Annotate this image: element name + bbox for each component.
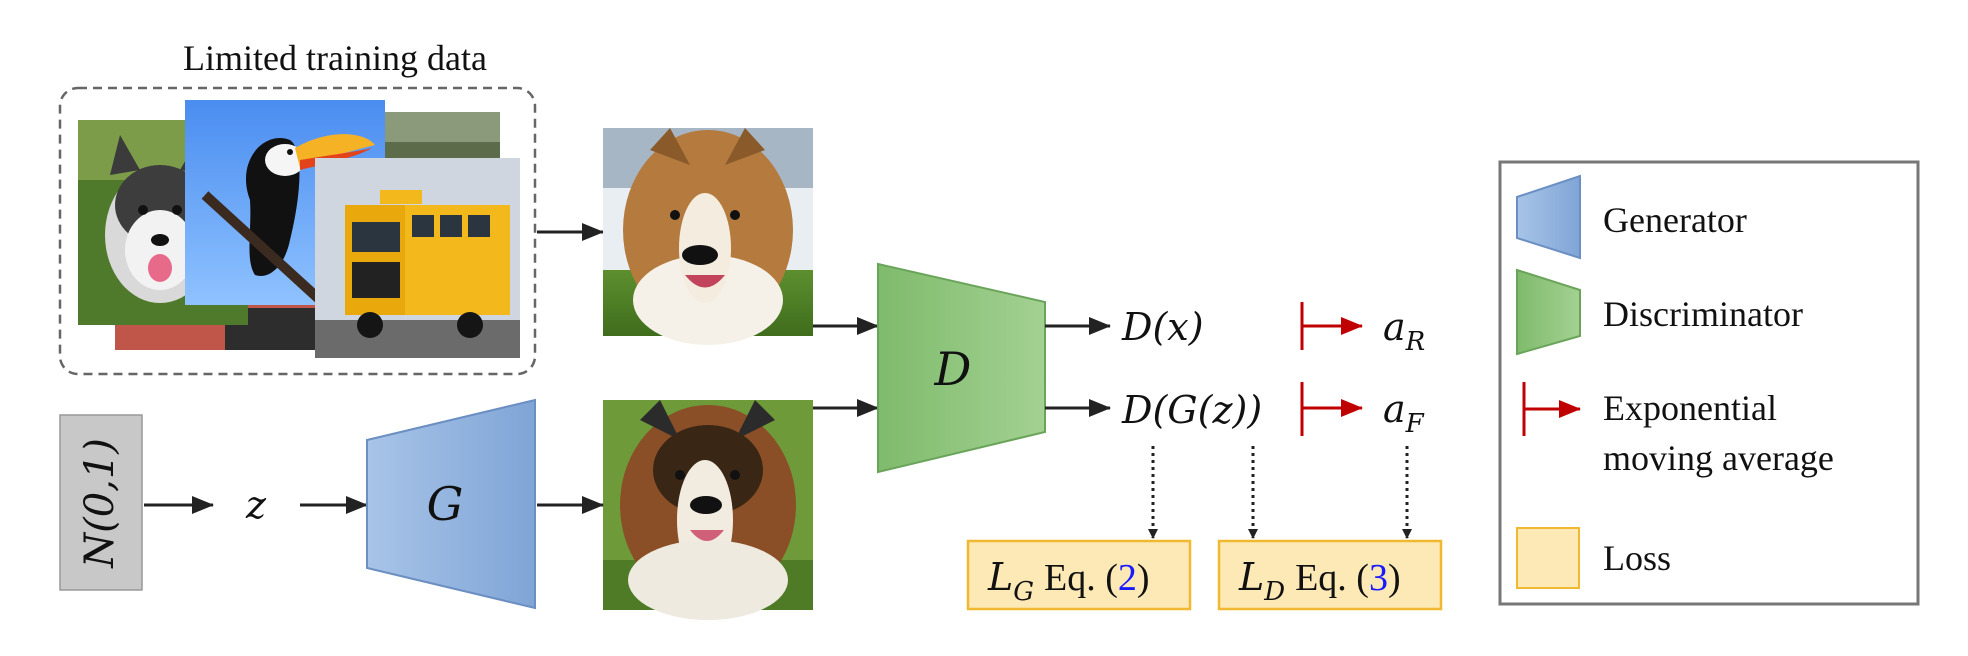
legend-generator-swatch xyxy=(1516,174,1581,260)
training-data-box xyxy=(58,86,537,376)
legend-loss-label: Loss xyxy=(1603,538,1671,578)
legend-ema-swatch xyxy=(1522,382,1581,436)
d-fake-output-label: D(G(z)) xyxy=(1121,388,1262,432)
discriminator-loss-box xyxy=(1217,539,1443,611)
legend-discriminator-label: Discriminator xyxy=(1603,294,1803,334)
school-bus-photo xyxy=(315,158,520,358)
legend-ema-label-line2: moving average xyxy=(1603,438,1834,478)
training-data-title: Limited training data xyxy=(183,38,487,78)
ema-real-symbol xyxy=(1300,302,1363,350)
ema-fake-symbol xyxy=(1300,382,1363,436)
discriminator-loss-label: LD Eq. (3) xyxy=(1238,555,1401,607)
collie-real-photo xyxy=(603,128,813,345)
collie-generated-photo xyxy=(603,400,813,620)
discriminator-block xyxy=(877,262,1046,474)
latent-z-label: z xyxy=(245,483,267,527)
training-thumbnails xyxy=(78,100,520,358)
ema-real-label: aR xyxy=(1383,305,1425,357)
discriminator-label: D xyxy=(934,342,972,396)
noise-label: N(0,1) xyxy=(77,438,123,569)
legend-ema-label-line1: Exponential xyxy=(1603,388,1777,428)
generator-loss-label: LG Eq. (2) xyxy=(987,555,1150,607)
ema-fake-label: aF xyxy=(1383,387,1425,439)
generator-block xyxy=(366,398,536,610)
noise-box xyxy=(59,414,143,591)
legend-generator-label: Generator xyxy=(1603,200,1747,240)
legend-discriminator-swatch xyxy=(1516,268,1581,356)
generator-loss-box xyxy=(966,539,1192,611)
d-real-output-label: D(x) xyxy=(1121,305,1204,349)
generator-label: G xyxy=(427,477,464,531)
legend-loss-swatch xyxy=(1516,527,1580,589)
